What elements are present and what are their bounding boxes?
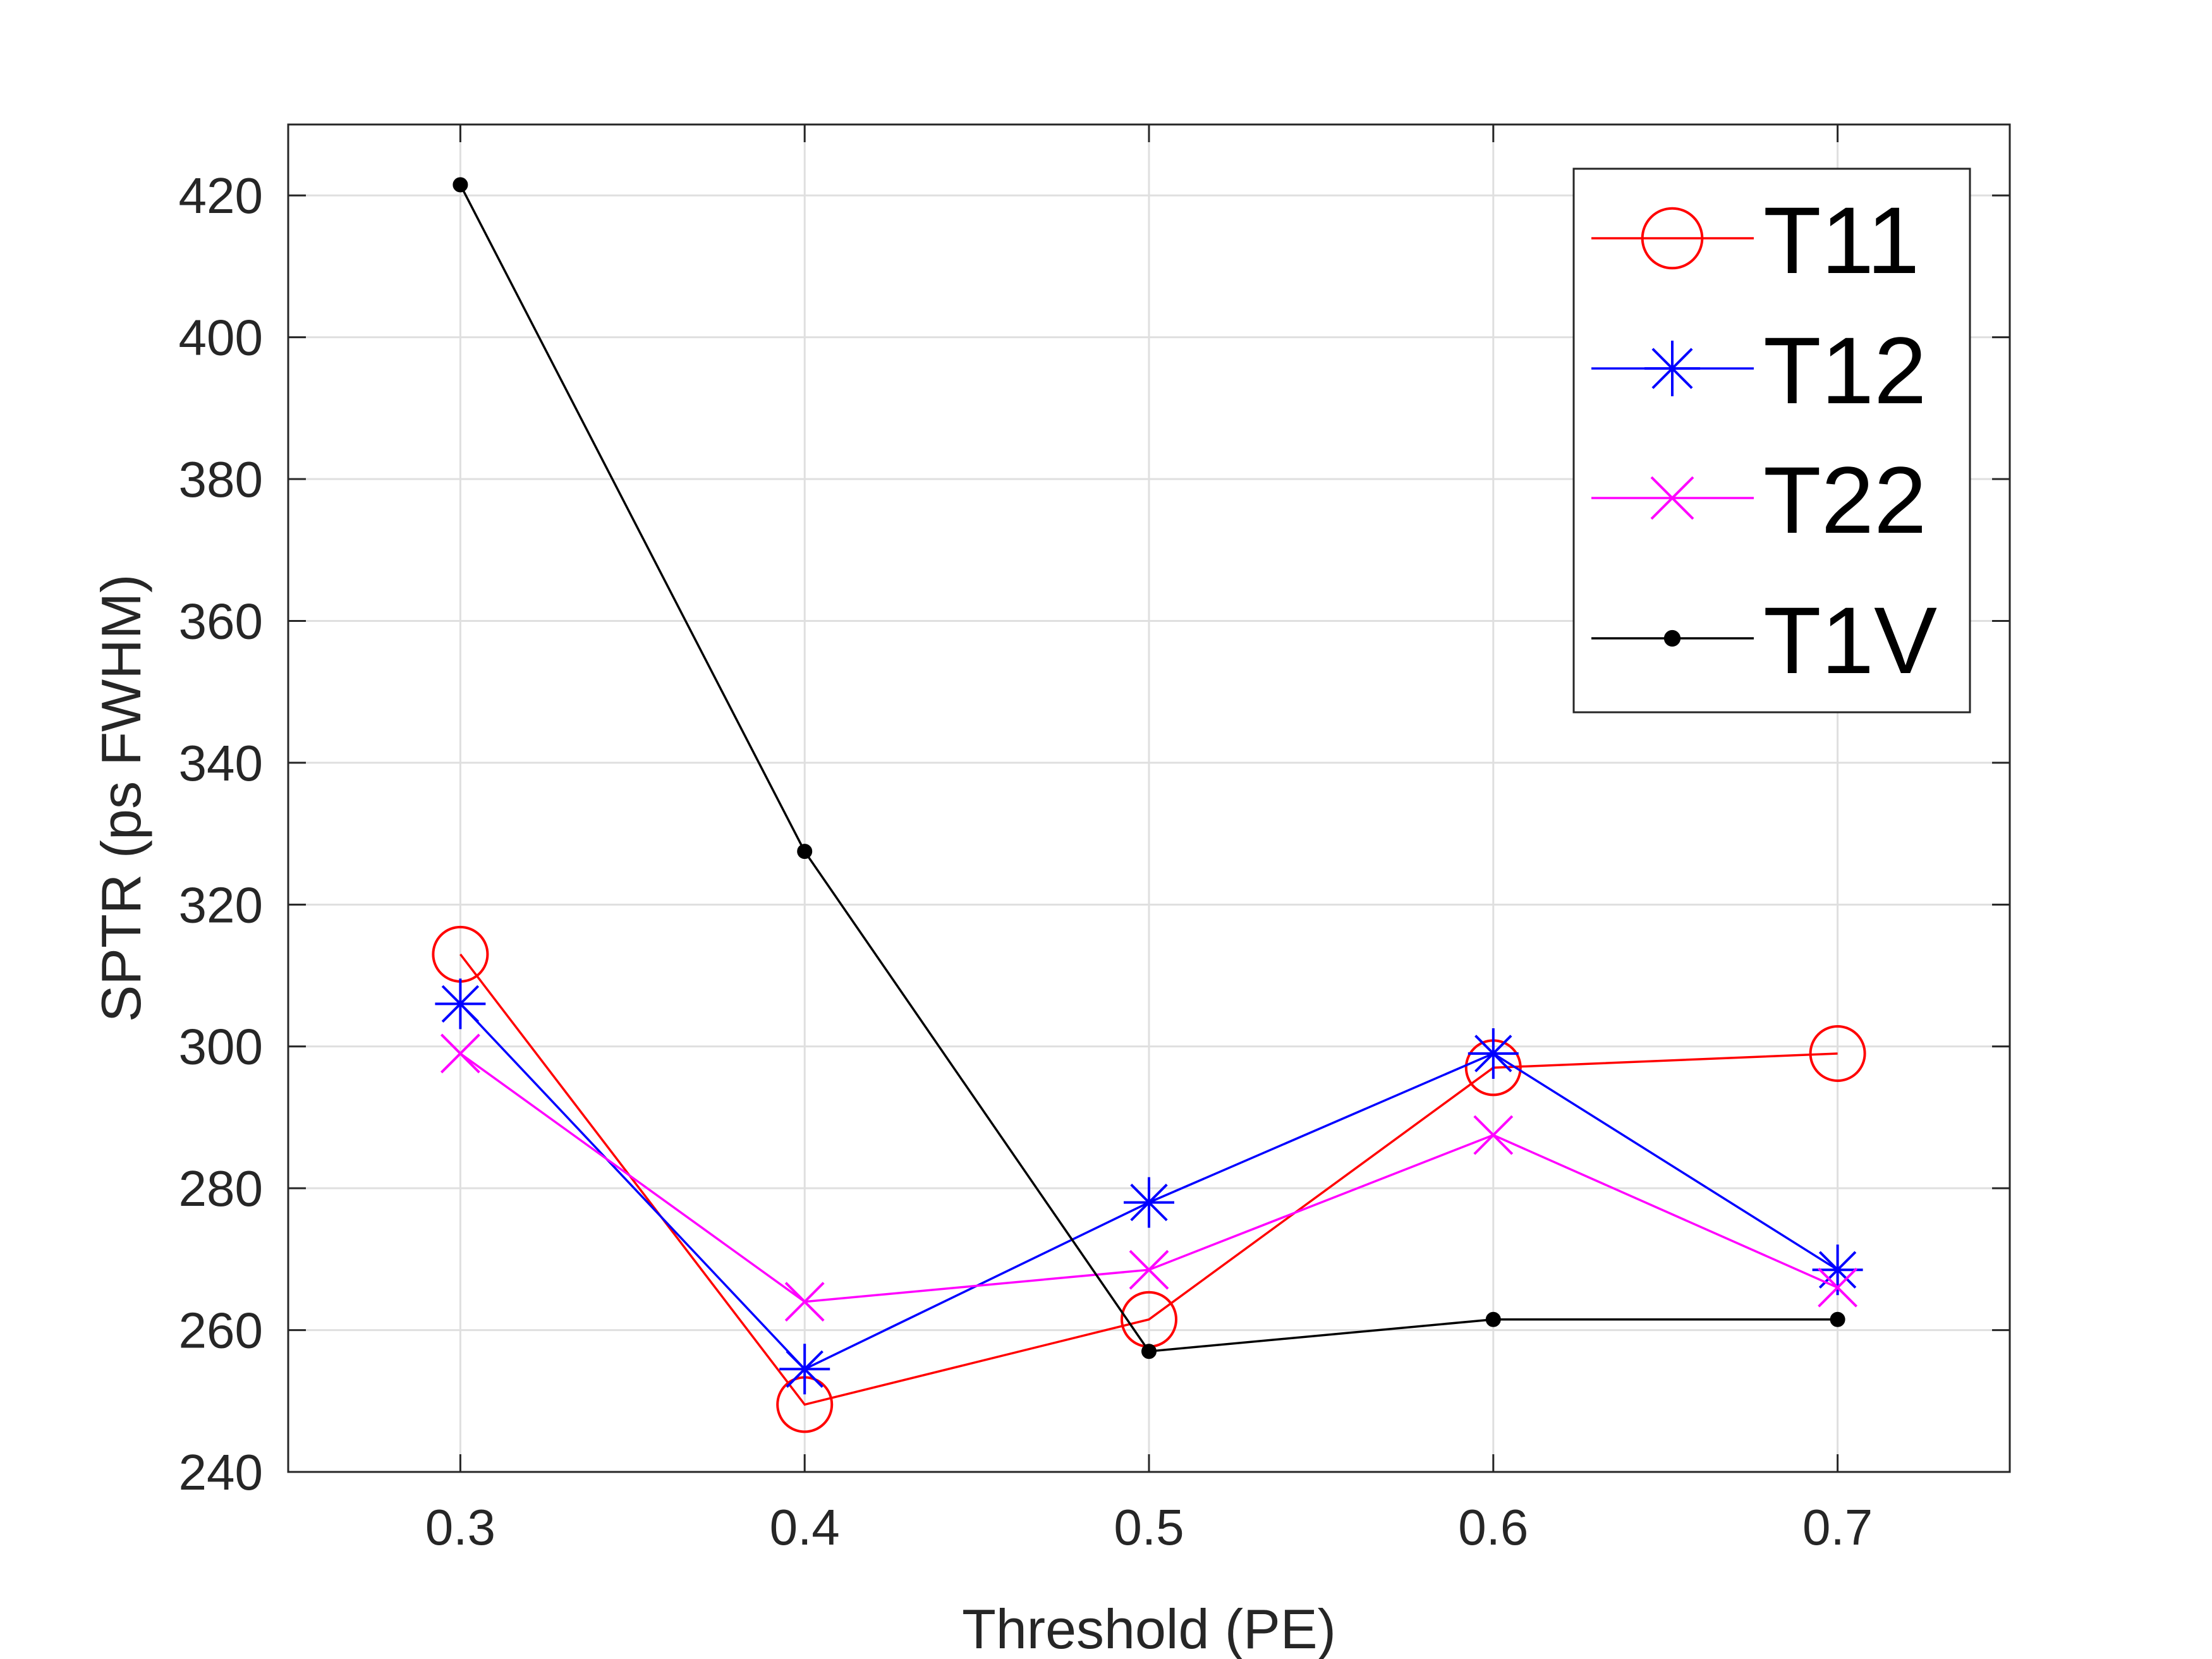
series-t1v xyxy=(453,177,1845,1359)
legend-entry-t22: T22 xyxy=(1591,447,1926,553)
data-point-t12 xyxy=(1468,1028,1519,1079)
y-tick-label: 340 xyxy=(179,735,263,791)
series-t12 xyxy=(435,978,1863,1395)
y-tick-label: 280 xyxy=(179,1160,263,1217)
legend-label: T1V xyxy=(1763,587,1937,693)
data-point-t22 xyxy=(440,1033,480,1074)
data-point-t1v xyxy=(453,177,468,193)
data-point-t12 xyxy=(1124,1177,1174,1228)
x-tick-label: 0.5 xyxy=(1114,1499,1184,1555)
data-point-t22 xyxy=(1129,1249,1169,1290)
y-tick-label: 260 xyxy=(179,1303,263,1359)
data-point-t22-stroke xyxy=(1473,1115,1514,1155)
y-tick-label: 300 xyxy=(179,1019,263,1075)
legend-marker-stroke xyxy=(1651,348,1693,389)
legend-marker xyxy=(1641,207,1704,270)
data-point-t22 xyxy=(784,1282,825,1322)
y-tick-label: 240 xyxy=(179,1444,263,1500)
data-point-t1v xyxy=(1830,1311,1845,1327)
legend-entry-t11: T11 xyxy=(1591,187,1919,293)
data-point-t11 xyxy=(1809,1024,1866,1082)
data-point-t12-stroke xyxy=(1474,1035,1512,1073)
x-tick-label: 0.7 xyxy=(1802,1499,1873,1555)
data-point-t1v xyxy=(797,844,813,860)
ticks: 0.3 0.4 0.5 0.6 0.7 240 260 280 300 320 340 360 380 4… xyxy=(179,125,2010,1555)
y-axis-label: SPTR (ps FWHM) xyxy=(90,574,152,1023)
data-point-t12 xyxy=(435,978,486,1030)
legend-entry-t1v: T1V xyxy=(1591,587,1937,693)
series-layer xyxy=(432,177,1866,1433)
data-point-t22 xyxy=(1473,1115,1514,1155)
x-axis-label: Threshold (PE) xyxy=(962,1598,1336,1659)
y-tick-label: 380 xyxy=(179,451,263,507)
series-t22 xyxy=(440,1033,1858,1322)
y-tick-label: 420 xyxy=(179,167,263,224)
data-point-t22-stroke xyxy=(784,1282,825,1322)
legend: T11 T12 T22 T1V xyxy=(1572,167,1971,714)
legend-marker xyxy=(1644,341,1700,396)
data-point-t22-stroke xyxy=(1129,1249,1169,1290)
data-point-t12-stroke xyxy=(1130,1183,1168,1222)
data-point-t22 xyxy=(1818,1267,1858,1308)
x-tick-label: 0.3 xyxy=(425,1499,495,1555)
legend-marker xyxy=(1663,629,1681,647)
data-point-t12 xyxy=(779,1344,830,1395)
legend-box xyxy=(1572,167,1971,714)
x-tick-label: 0.4 xyxy=(770,1499,840,1555)
legend-marker-stroke xyxy=(1650,476,1694,520)
x-tick-label: 0.6 xyxy=(1458,1499,1528,1555)
y-tick-label: 320 xyxy=(179,877,263,933)
data-point-t1v xyxy=(1485,1311,1501,1327)
legend-label: T12 xyxy=(1763,317,1926,423)
data-point-t1v xyxy=(1141,1344,1157,1359)
series-line-t11 xyxy=(459,953,1838,1406)
legend-label: T11 xyxy=(1763,187,1919,293)
legend-label: T22 xyxy=(1763,447,1926,553)
data-point-t12-stroke xyxy=(786,1350,823,1388)
data-point-t12-stroke xyxy=(441,985,480,1023)
y-tick-label: 400 xyxy=(179,310,263,366)
data-point-t22-stroke xyxy=(1818,1267,1858,1308)
y-tick-label: 360 xyxy=(179,593,263,649)
legend-marker xyxy=(1650,476,1694,520)
data-point-t22-stroke xyxy=(440,1033,480,1074)
legend-entry-t12: T12 xyxy=(1591,317,1926,423)
